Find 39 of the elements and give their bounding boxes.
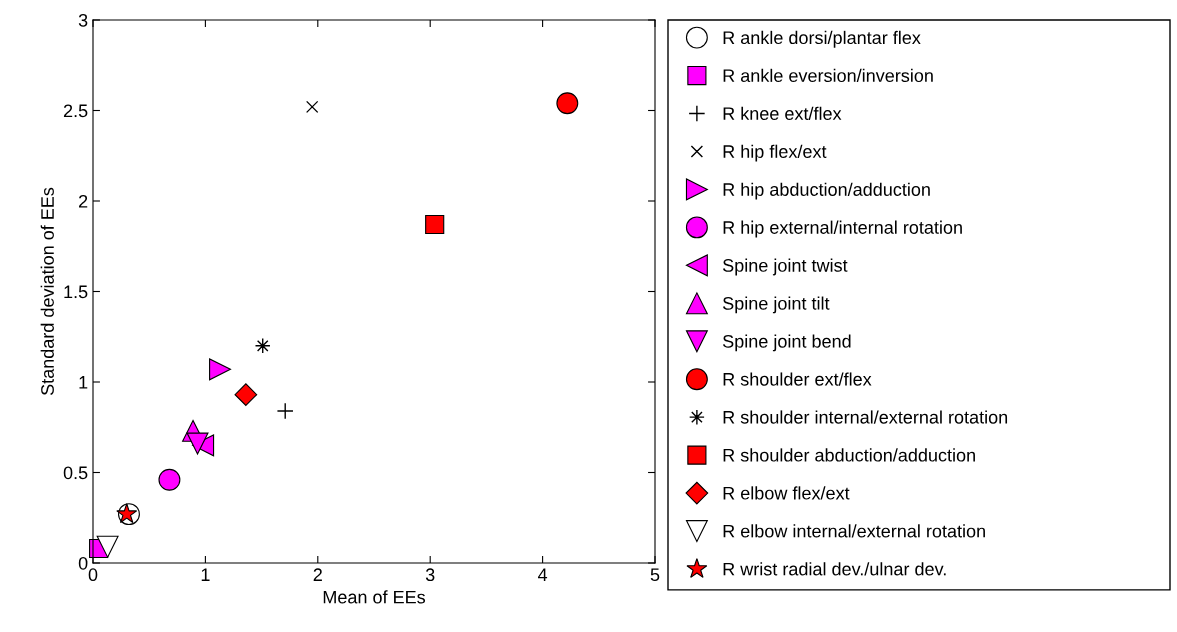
x-axis-title: Mean of EEs [323,590,426,604]
x-tick-label: 5 [650,568,660,582]
point [556,92,579,115]
legend-label: R wrist radial dev./ulnar dev. [723,562,946,576]
y-tick-label: 1 [79,376,88,389]
legend-label: R shoulder ext/flex [723,372,872,386]
point [158,468,181,491]
legend-label: R hip external/internal rotation [723,220,962,238]
x-tick-label: 2 [313,568,322,581]
point [209,358,231,381]
legend-label: Spine joint twist [722,258,848,276]
y-tick-label: 1.5 [64,285,88,299]
x-tick-label: 0 [88,568,98,582]
x-tick-label: 1 [201,568,210,581]
y-tick-label: 2.5 [63,104,88,118]
legend-label: R elbow flex/ext [723,486,850,500]
legend-label: R shoulder internal/external rotation [723,410,1008,424]
legend-label: Spine joint bend [722,334,851,352]
x-tick-label: 4 [537,568,548,581]
legend-label: R shoulder abduction/adduction [723,448,975,462]
legend-label: R knee ext/flex [723,106,842,121]
point [186,432,209,455]
y-tick-label: 0.5 [63,466,88,480]
point [276,402,294,420]
point [96,535,119,558]
point [234,383,258,407]
y-axis-title: Standard deviation of EEs [40,187,54,396]
legend-label: R ankle eversion/inversion [723,68,933,83]
point [305,100,319,114]
legend-label: R hip flex/ext [723,144,827,162]
legend-label: R ankle dorsi/plantar flex [723,30,921,48]
y-tick-label: 0 [78,556,88,570]
legend-label: R elbow internal/external rotation [723,524,985,538]
y-tick-label: 2 [79,194,88,208]
legend-label: Spine joint tilt [722,296,830,314]
x-tick-label: 3 [425,568,435,582]
legend-label: R hip abduction/adduction [723,182,930,200]
y-tick-label: 3 [78,13,88,27]
point [425,214,445,235]
